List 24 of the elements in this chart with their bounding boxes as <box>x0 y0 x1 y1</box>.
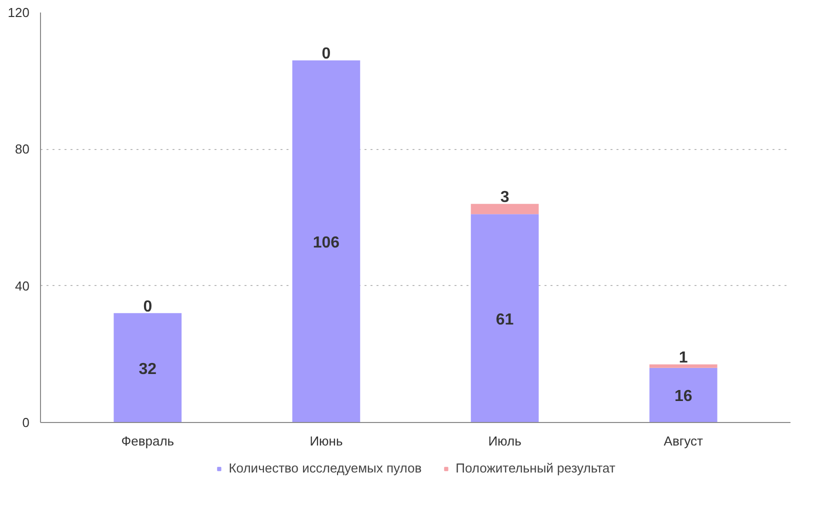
bar <box>292 60 360 422</box>
y-tick-label: 0 <box>22 415 30 430</box>
x-tick-label: Июль <box>488 434 522 448</box>
y-tick-label: 80 <box>15 142 30 157</box>
data-label: 32 <box>138 360 157 378</box>
x-tick-label: Февраль <box>121 434 174 448</box>
y-tick-label: 120 <box>8 5 30 20</box>
data-label: 16 <box>674 388 692 406</box>
legend-label: Количество исследуемых пулов <box>228 460 422 476</box>
data-label: 0 <box>322 46 331 63</box>
data-label: 61 <box>496 311 514 328</box>
x-tick-label: Август <box>664 434 703 448</box>
legend-label: Положительный результат <box>456 460 616 476</box>
bar <box>470 204 539 214</box>
bar <box>649 368 718 422</box>
data-label: 106 <box>312 234 340 252</box>
data-label: 0 <box>143 298 152 316</box>
bar <box>649 364 718 368</box>
x-tick-label: Июнь <box>310 434 343 448</box>
y-tick-label: 40 <box>15 278 30 294</box>
data-label: 1 <box>678 350 688 367</box>
bar <box>470 214 539 422</box>
data-label: 3 <box>500 189 510 206</box>
bar <box>114 313 182 422</box>
